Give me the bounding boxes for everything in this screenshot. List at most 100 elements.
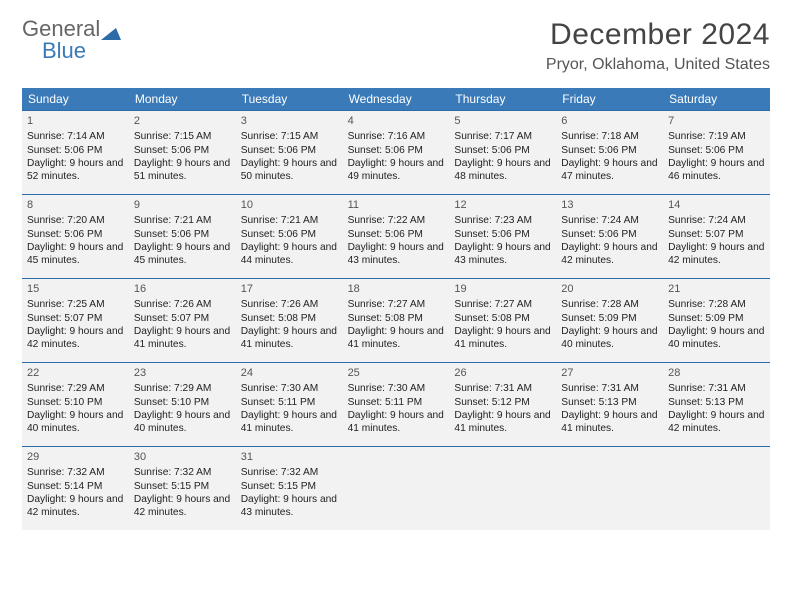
sunset-text: Sunset: 5:06 PM xyxy=(561,144,658,157)
sunset-text: Sunset: 5:11 PM xyxy=(348,396,445,409)
day-cell: 8Sunrise: 7:20 AMSunset: 5:06 PMDaylight… xyxy=(22,194,129,278)
sunrise-text: Sunrise: 7:30 AM xyxy=(348,382,445,395)
daylight-text: Daylight: 9 hours and 40 minutes. xyxy=(134,409,231,436)
sunrise-text: Sunrise: 7:31 AM xyxy=(561,382,658,395)
location: Pryor, Oklahoma, United States xyxy=(546,56,770,74)
sunrise-text: Sunrise: 7:15 AM xyxy=(134,130,231,143)
day-number: 12 xyxy=(454,198,551,212)
sunrise-text: Sunrise: 7:21 AM xyxy=(134,214,231,227)
day-cell: 26Sunrise: 7:31 AMSunset: 5:12 PMDayligh… xyxy=(449,362,556,446)
sunset-text: Sunset: 5:06 PM xyxy=(241,144,338,157)
daylight-text: Daylight: 9 hours and 49 minutes. xyxy=(348,157,445,184)
day-number: 19 xyxy=(454,282,551,296)
sunrise-text: Sunrise: 7:15 AM xyxy=(241,130,338,143)
daylight-text: Daylight: 9 hours and 41 minutes. xyxy=(134,325,231,352)
sunrise-text: Sunrise: 7:27 AM xyxy=(454,298,551,311)
day-cell: 22Sunrise: 7:29 AMSunset: 5:10 PMDayligh… xyxy=(22,362,129,446)
sunset-text: Sunset: 5:06 PM xyxy=(561,228,658,241)
daylight-text: Daylight: 9 hours and 43 minutes. xyxy=(454,241,551,268)
day-cell: 28Sunrise: 7:31 AMSunset: 5:13 PMDayligh… xyxy=(663,362,770,446)
day-cell: 12Sunrise: 7:23 AMSunset: 5:06 PMDayligh… xyxy=(449,194,556,278)
day-cell: 9Sunrise: 7:21 AMSunset: 5:06 PMDaylight… xyxy=(129,194,236,278)
daylight-text: Daylight: 9 hours and 41 minutes. xyxy=(241,325,338,352)
day-cell: 16Sunrise: 7:26 AMSunset: 5:07 PMDayligh… xyxy=(129,278,236,362)
daylight-text: Daylight: 9 hours and 41 minutes. xyxy=(348,409,445,436)
sunrise-text: Sunrise: 7:32 AM xyxy=(241,466,338,479)
sunset-text: Sunset: 5:07 PM xyxy=(134,312,231,325)
month-title: December 2024 xyxy=(546,18,770,52)
day-header: Saturday xyxy=(663,88,770,110)
day-cell: 21Sunrise: 7:28 AMSunset: 5:09 PMDayligh… xyxy=(663,278,770,362)
day-header: Friday xyxy=(556,88,663,110)
day-cell: 30 Sunrise: 7:32 AMSunset: 5:15 PMDayligh… xyxy=(129,446,236,530)
day-number: 22 xyxy=(27,366,124,380)
daylight-text: Daylight: 9 hours and 41 minutes. xyxy=(348,325,445,352)
sunset-text: Sunset: 5:06 PM xyxy=(134,228,231,241)
empty-cell xyxy=(449,446,556,530)
day-number: 28 xyxy=(668,366,765,380)
sunset-text: Sunset: 5:06 PM xyxy=(348,144,445,157)
day-cell: 2Sunrise: 7:15 AMSunset: 5:06 PMDaylight… xyxy=(129,110,236,194)
daylight-text: Daylight: 9 hours and 42 minutes. xyxy=(668,409,765,436)
day-number: 27 xyxy=(561,366,658,380)
daylight-text: Daylight: 9 hours and 47 minutes. xyxy=(561,157,658,184)
daylight-text: Daylight: 9 hours and 50 minutes. xyxy=(241,157,338,184)
empty-cell xyxy=(663,446,770,530)
sunset-text: Sunset: 5:06 PM xyxy=(348,228,445,241)
sunset-text: Sunset: 5:10 PM xyxy=(134,396,231,409)
daylight-text: Daylight: 9 hours and 41 minutes. xyxy=(454,409,551,436)
sunset-text: Sunset: 5:12 PM xyxy=(454,396,551,409)
sunset-text: Sunset: 5:08 PM xyxy=(348,312,445,325)
daylight-text: Daylight: 9 hours and 40 minutes. xyxy=(668,325,765,352)
sunset-text: Sunset: 5:06 PM xyxy=(454,144,551,157)
day-number: 20 xyxy=(561,282,658,296)
day-number: 30 xyxy=(134,450,231,464)
sunset-text: Sunset: 5:07 PM xyxy=(668,228,765,241)
sunset-text: Sunset: 5:14 PM xyxy=(27,480,124,493)
day-cell: 13Sunrise: 7:24 AMSunset: 5:06 PMDayligh… xyxy=(556,194,663,278)
sunset-text: Sunset: 5:15 PM xyxy=(241,480,338,493)
sunrise-text: Sunrise: 7:18 AM xyxy=(561,130,658,143)
daylight-text: Daylight: 9 hours and 42 minutes. xyxy=(27,493,124,520)
daylight-text: Daylight: 9 hours and 40 minutes. xyxy=(27,409,124,436)
daylight-text: Daylight: 9 hours and 43 minutes. xyxy=(348,241,445,268)
day-number: 24 xyxy=(241,366,338,380)
sunset-text: Sunset: 5:13 PM xyxy=(561,396,658,409)
sunrise-text: Sunrise: 7:20 AM xyxy=(27,214,124,227)
sunset-text: Sunset: 5:06 PM xyxy=(27,144,124,157)
sunset-text: Sunset: 5:06 PM xyxy=(27,228,124,241)
sunrise-text: Sunrise: 7:25 AM xyxy=(27,298,124,311)
day-number: 10 xyxy=(241,198,338,212)
day-cell: 15Sunrise: 7:25 AMSunset: 5:07 PMDayligh… xyxy=(22,278,129,362)
daylight-text: Daylight: 9 hours and 41 minutes. xyxy=(561,409,658,436)
sunset-text: Sunset: 5:07 PM xyxy=(27,312,124,325)
sunset-text: Sunset: 5:09 PM xyxy=(561,312,658,325)
sunset-text: Sunset: 5:08 PM xyxy=(454,312,551,325)
day-number: 9 xyxy=(134,198,231,212)
day-number: 31 xyxy=(241,450,338,464)
sunrise-text: Sunrise: 7:16 AM xyxy=(348,130,445,143)
day-number: 25 xyxy=(348,366,445,380)
sunrise-text: Sunrise: 7:27 AM xyxy=(348,298,445,311)
sunrise-text: Sunrise: 7:17 AM xyxy=(454,130,551,143)
day-number: 7 xyxy=(668,114,765,128)
daylight-text: Daylight: 9 hours and 42 minutes. xyxy=(134,493,231,520)
sunset-text: Sunset: 5:06 PM xyxy=(134,144,231,157)
day-cell: 29Sunrise: 7:32 AMSunset: 5:14 PMDayligh… xyxy=(22,446,129,530)
day-cell: 24Sunrise: 7:30 AMSunset: 5:11 PMDayligh… xyxy=(236,362,343,446)
daylight-text: Daylight: 9 hours and 42 minutes. xyxy=(27,325,124,352)
header: GeneralBlue December 2024 Pryor, Oklahom… xyxy=(22,18,770,74)
calendar-grid: SundayMondayTuesdayWednesdayThursdayFrid… xyxy=(22,88,770,530)
sunrise-text: Sunrise: 7:29 AM xyxy=(134,382,231,395)
daylight-text: Daylight: 9 hours and 45 minutes. xyxy=(27,241,124,268)
sunrise-text: Sunrise: 7:26 AM xyxy=(241,298,338,311)
sunset-text: Sunset: 5:15 PM xyxy=(134,480,231,493)
day-header: Monday xyxy=(129,88,236,110)
day-number: 1 xyxy=(27,114,124,128)
sunrise-text: Sunrise: 7:21 AM xyxy=(241,214,338,227)
sunset-text: Sunset: 5:11 PM xyxy=(241,396,338,409)
day-cell: 7Sunrise: 7:19 AMSunset: 5:06 PMDaylight… xyxy=(663,110,770,194)
empty-cell xyxy=(343,446,450,530)
day-number: 14 xyxy=(668,198,765,212)
sunrise-text: Sunrise: 7:32 AM xyxy=(134,466,231,479)
